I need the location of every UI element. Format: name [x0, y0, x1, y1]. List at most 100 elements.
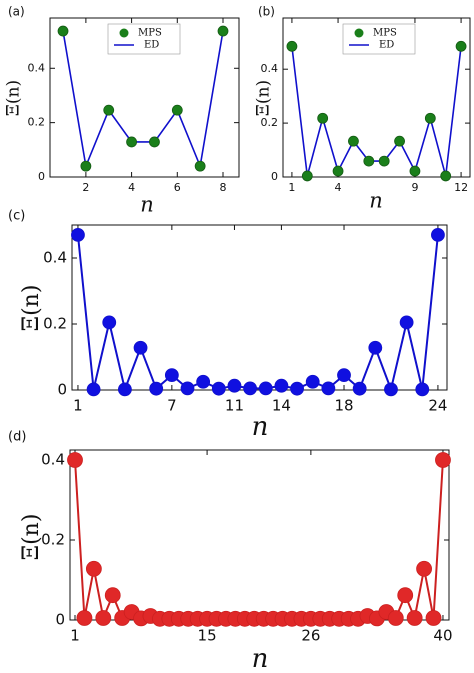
y-tick-label: 0.4 — [43, 249, 67, 267]
data-point — [286, 40, 298, 52]
x-tick-label: 4 — [335, 181, 342, 194]
x-tick-label: 26 — [301, 627, 320, 645]
data-point — [387, 610, 404, 626]
data-point — [431, 227, 445, 242]
data-point — [348, 135, 359, 147]
panel-label: (c) — [8, 209, 25, 224]
x-tick-label: 11 — [225, 397, 244, 415]
data-point — [118, 382, 132, 397]
data-point — [397, 587, 414, 604]
plot-frame — [49, 17, 240, 178]
data-line — [291, 46, 462, 177]
data-point — [378, 155, 390, 167]
x-tick-label: 2 — [82, 181, 89, 194]
y-axis-label: Ξ(n) — [254, 80, 274, 116]
x-tick-label: 8 — [220, 181, 227, 194]
y-axis-label: Ξ(n) — [4, 80, 24, 116]
y-tick-label: 0.4 — [261, 62, 279, 75]
data-point — [337, 368, 351, 383]
data-point — [274, 378, 289, 393]
data-point — [57, 25, 69, 37]
data-point — [332, 165, 344, 177]
y-tick-label: 0.4 — [28, 61, 46, 74]
data-point — [409, 165, 421, 177]
data-point — [415, 382, 430, 397]
data-point — [368, 340, 383, 355]
legend-marker — [354, 28, 364, 38]
data-point — [424, 112, 436, 124]
data-point — [305, 374, 320, 389]
data-point — [435, 452, 451, 468]
x-axis-label: n — [252, 644, 269, 673]
legend-label: MPS — [138, 28, 162, 39]
x-tick-label: 12 — [454, 181, 468, 194]
data-point — [301, 170, 313, 182]
data-point — [71, 227, 85, 242]
y-axis-label: Ξ(n) — [19, 285, 44, 332]
data-line — [76, 234, 439, 393]
y-tick-label: 0.2 — [43, 315, 67, 333]
legend-label: MPS — [373, 28, 397, 39]
x-tick-label: 1 — [70, 627, 80, 645]
data-point — [76, 610, 93, 626]
x-axis-label: n — [369, 189, 383, 213]
data-line — [74, 459, 444, 622]
data-point — [394, 135, 405, 147]
data-point — [317, 112, 329, 124]
data-point — [258, 381, 273, 396]
x-tick-label: 6 — [174, 181, 181, 194]
data-point — [102, 315, 117, 330]
data-point — [149, 381, 164, 396]
data-point — [440, 170, 452, 182]
y-axis-label: Ξ(n) — [19, 514, 44, 561]
x-tick-label: 9 — [411, 181, 418, 194]
data-line — [62, 30, 224, 170]
legend-label: ED — [379, 40, 394, 51]
plot-frame — [71, 224, 448, 391]
data-point — [352, 381, 367, 396]
plot-frame — [282, 17, 471, 178]
data-point — [95, 610, 112, 626]
data-point — [196, 374, 211, 389]
data-point — [416, 560, 432, 577]
data-point — [384, 382, 398, 397]
data-point — [425, 610, 442, 626]
y-tick-label: 0.2 — [261, 116, 279, 129]
x-tick-label: 4 — [128, 181, 135, 194]
data-point — [363, 155, 375, 167]
legend-marker — [119, 28, 129, 38]
data-point — [171, 104, 183, 116]
y-tick-label: 0 — [55, 611, 65, 629]
x-tick-label: 1 — [73, 397, 83, 415]
data-point — [86, 382, 101, 397]
plot-frame — [69, 449, 450, 621]
data-point — [85, 560, 102, 577]
x-tick-label: 1 — [288, 181, 295, 194]
panel: (d) Ξ(n) n 0 0.2 0.4 1 15 26 40 — [8, 430, 453, 673]
y-tick-label: 0.4 — [41, 451, 65, 469]
data-point — [126, 136, 137, 148]
panel-label: (d) — [8, 430, 26, 445]
data-point — [133, 340, 148, 355]
legend-box — [107, 23, 181, 55]
y-tick-label: 0 — [57, 381, 67, 399]
x-tick-label: 40 — [433, 627, 452, 645]
data-point — [194, 160, 206, 172]
panel-label: (a) — [8, 5, 25, 19]
panel: (c) Ξ(n) n 0 0.2 0.4 1 7 11 14 18 24 — [8, 209, 448, 442]
x-tick-label: 24 — [428, 397, 447, 415]
data-point — [243, 381, 258, 396]
data-point — [406, 610, 423, 626]
y-tick-label: 0 — [271, 170, 278, 183]
y-tick-label: 0.2 — [28, 116, 46, 129]
legend-box — [342, 23, 416, 55]
legend-label: ED — [144, 40, 159, 51]
x-tick-label: 14 — [272, 397, 291, 415]
data-point — [227, 378, 242, 393]
data-point — [217, 25, 229, 37]
data-point — [149, 136, 160, 148]
x-axis-label: n — [140, 193, 154, 217]
